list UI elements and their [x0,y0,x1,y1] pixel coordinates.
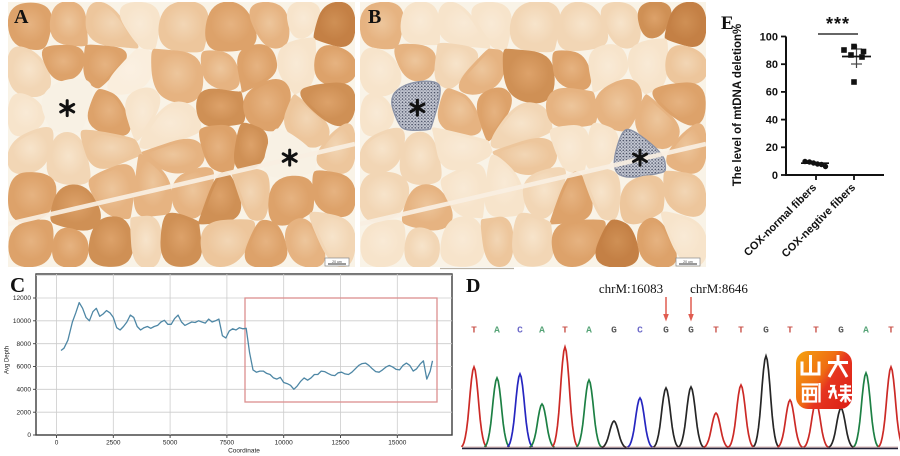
svg-text:Coordinate: Coordinate [228,448,260,455]
svg-text:***: *** [826,14,850,34]
svg-text:C: C [517,325,523,336]
svg-text:100: 100 [760,31,778,43]
svg-text:A: A [586,325,592,336]
svg-text:T: T [738,325,744,336]
svg-text:T: T [471,325,477,336]
svg-text:A: A [539,325,545,336]
svg-text:chrM:8646: chrM:8646 [690,281,748,296]
svg-text:D: D [466,275,480,297]
svg-text:15000: 15000 [388,440,406,447]
svg-text:2500: 2500 [106,440,121,447]
svg-text:The level of mtDNA deletion%: The level of mtDNA deletion% [732,24,744,187]
svg-text:COX-negtive fibers: COX-negtive fibers [780,182,859,261]
svg-text:Avg Depth: Avg Depth [5,346,11,374]
svg-text:12500: 12500 [331,440,349,447]
svg-text:40: 40 [766,114,778,126]
svg-text:10000: 10000 [275,440,293,447]
svg-text:A: A [494,325,500,336]
svg-text:E: E [721,13,734,34]
svg-text:T: T [813,325,819,336]
svg-text:60: 60 [766,87,778,99]
svg-text:2000: 2000 [17,409,32,416]
svg-text:0: 0 [772,170,778,182]
svg-text:6000: 6000 [17,364,32,371]
svg-text:C: C [637,325,643,336]
svg-text:T: T [787,325,793,336]
svg-text:COX-normal fibers: COX-normal fibers [742,182,819,259]
svg-text:A: A [863,325,869,336]
svg-text:G: G [611,325,617,336]
svg-text:7500: 7500 [220,440,235,447]
svg-text:12000: 12000 [13,295,31,302]
svg-text:T: T [888,325,894,336]
svg-text:chrM:16083: chrM:16083 [599,281,663,296]
svg-text:T: T [562,325,568,336]
svg-text:20 um: 20 um [683,260,693,264]
svg-text:0: 0 [55,440,59,447]
svg-text:G: G [688,325,694,336]
svg-text:G: G [763,325,769,336]
svg-text:0: 0 [27,432,31,439]
svg-text:G: G [663,325,669,336]
svg-text:80: 80 [766,59,778,71]
svg-text:20 um: 20 um [332,260,342,264]
svg-text:10000: 10000 [13,318,31,325]
svg-text:C: C [10,273,25,297]
svg-text:5000: 5000 [163,440,178,447]
svg-text:G: G [838,325,844,336]
svg-text:8000: 8000 [17,341,32,348]
svg-text:20: 20 [766,142,778,154]
svg-text:T: T [713,325,719,336]
svg-text:4000: 4000 [17,387,32,394]
